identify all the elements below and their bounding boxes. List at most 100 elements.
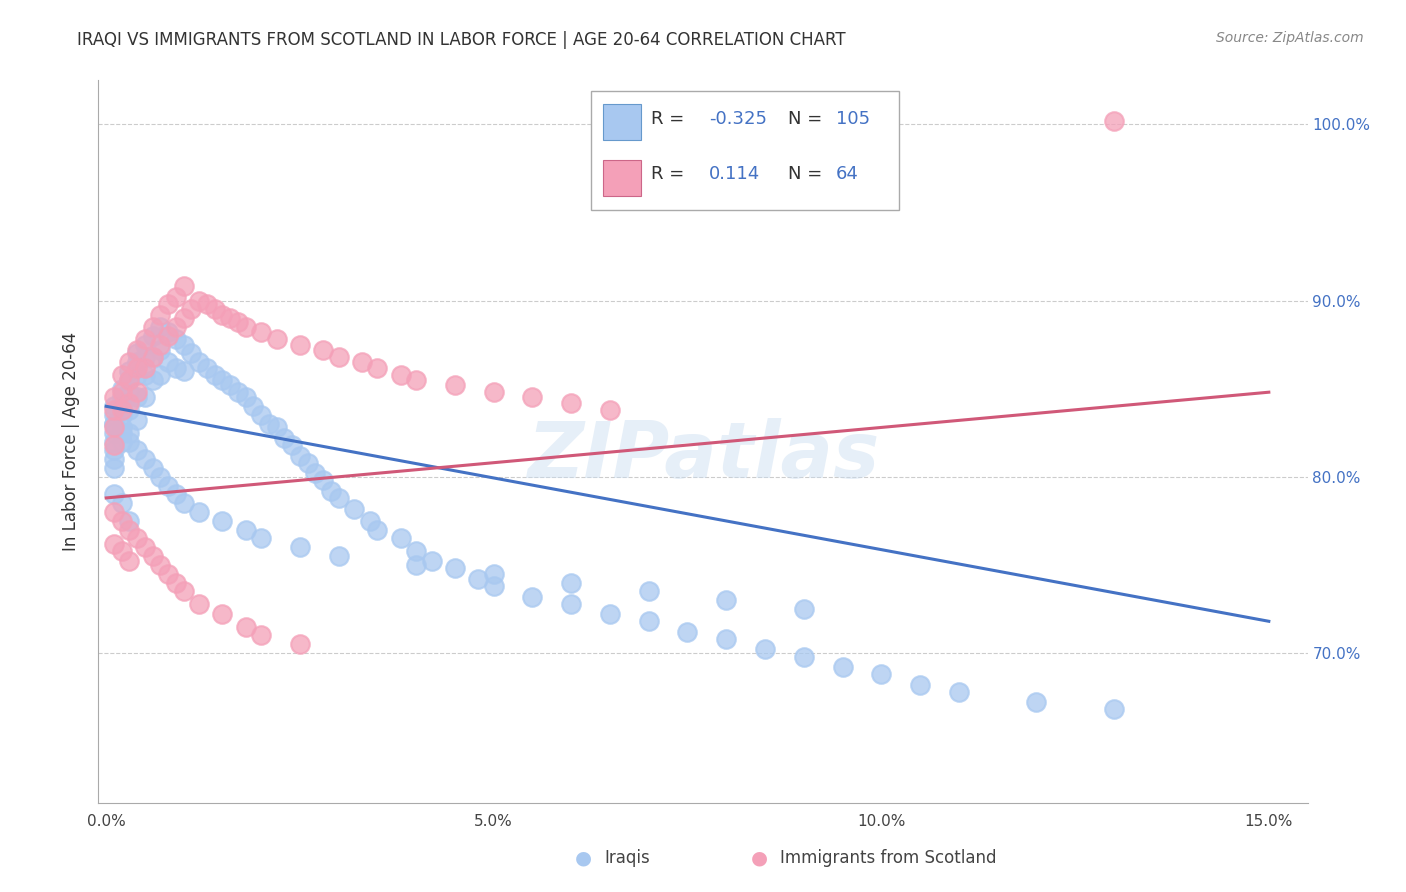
Point bbox=[831, 660, 853, 674]
Text: ZIPatlas: ZIPatlas bbox=[527, 418, 879, 494]
Point bbox=[103, 434, 125, 449]
Point bbox=[637, 584, 659, 599]
Point bbox=[134, 368, 156, 382]
Point bbox=[127, 385, 149, 400]
Point bbox=[204, 302, 226, 317]
Point bbox=[118, 554, 141, 568]
Point bbox=[103, 452, 125, 467]
Point bbox=[188, 597, 211, 611]
Point bbox=[405, 558, 427, 572]
Point bbox=[444, 561, 467, 575]
Point bbox=[111, 425, 134, 440]
Point bbox=[281, 438, 304, 452]
Text: R =: R = bbox=[651, 110, 685, 128]
Point bbox=[250, 326, 273, 340]
Point bbox=[188, 293, 211, 308]
Point bbox=[242, 399, 264, 413]
Point bbox=[111, 402, 134, 417]
Point bbox=[235, 523, 257, 537]
Point bbox=[118, 402, 141, 417]
Point bbox=[716, 593, 738, 607]
Point bbox=[118, 364, 141, 378]
Point bbox=[127, 360, 149, 375]
Point bbox=[389, 532, 412, 546]
Point bbox=[103, 417, 125, 431]
Point bbox=[350, 355, 373, 369]
Point bbox=[103, 408, 125, 422]
Point bbox=[127, 391, 149, 405]
Point bbox=[180, 346, 202, 360]
Point bbox=[134, 452, 156, 467]
Point bbox=[793, 602, 815, 616]
Point bbox=[560, 396, 582, 410]
Text: 0.114: 0.114 bbox=[709, 165, 761, 183]
Point bbox=[328, 350, 350, 364]
Point bbox=[165, 332, 187, 346]
Point bbox=[157, 326, 180, 340]
Point bbox=[219, 378, 242, 392]
Y-axis label: In Labor Force | Age 20-64: In Labor Force | Age 20-64 bbox=[62, 332, 80, 551]
Point bbox=[560, 597, 582, 611]
Point bbox=[165, 320, 187, 334]
Point bbox=[312, 343, 335, 357]
Point bbox=[328, 491, 350, 505]
Point bbox=[250, 532, 273, 546]
Point bbox=[319, 483, 342, 498]
Point bbox=[127, 413, 149, 427]
Point bbox=[142, 350, 165, 364]
Point bbox=[103, 505, 125, 519]
FancyBboxPatch shape bbox=[603, 104, 641, 140]
Point bbox=[127, 346, 149, 360]
Point bbox=[111, 368, 134, 382]
Point bbox=[103, 461, 125, 475]
Point bbox=[560, 575, 582, 590]
Point bbox=[103, 443, 125, 458]
Point bbox=[188, 505, 211, 519]
Point bbox=[716, 632, 738, 646]
Point bbox=[389, 368, 412, 382]
Point bbox=[522, 590, 544, 604]
Text: Iraqis: Iraqis bbox=[605, 849, 651, 867]
FancyBboxPatch shape bbox=[603, 160, 641, 196]
Point bbox=[676, 624, 699, 639]
Point bbox=[235, 320, 257, 334]
Point bbox=[111, 434, 134, 449]
Point bbox=[420, 554, 443, 568]
Text: ●: ● bbox=[575, 848, 592, 868]
Point bbox=[599, 402, 621, 417]
Point bbox=[149, 308, 172, 322]
Point bbox=[103, 402, 125, 417]
FancyBboxPatch shape bbox=[591, 91, 898, 211]
Point bbox=[111, 385, 134, 400]
Point bbox=[870, 667, 893, 681]
Point bbox=[257, 417, 280, 431]
Point bbox=[195, 360, 218, 375]
Point bbox=[118, 425, 141, 440]
Point bbox=[266, 420, 288, 434]
Point bbox=[1025, 695, 1047, 709]
Point bbox=[948, 685, 970, 699]
Text: IRAQI VS IMMIGRANTS FROM SCOTLAND IN LABOR FORCE | AGE 20-64 CORRELATION CHART: IRAQI VS IMMIGRANTS FROM SCOTLAND IN LAB… bbox=[77, 31, 846, 49]
Point bbox=[366, 360, 388, 375]
Point bbox=[111, 496, 134, 510]
Text: -0.325: -0.325 bbox=[709, 110, 768, 128]
Point bbox=[226, 315, 249, 329]
Point bbox=[111, 408, 134, 422]
Point bbox=[235, 391, 257, 405]
Point bbox=[173, 364, 195, 378]
Point bbox=[111, 514, 134, 528]
Text: Source: ZipAtlas.com: Source: ZipAtlas.com bbox=[1216, 31, 1364, 45]
Text: Immigrants from Scotland: Immigrants from Scotland bbox=[780, 849, 997, 867]
Point bbox=[908, 678, 931, 692]
Point bbox=[405, 373, 427, 387]
Point bbox=[142, 328, 165, 343]
Point bbox=[204, 368, 226, 382]
Point bbox=[188, 355, 211, 369]
Point bbox=[637, 615, 659, 629]
Point bbox=[111, 543, 134, 558]
Point bbox=[304, 467, 326, 481]
Point bbox=[288, 541, 311, 555]
Point bbox=[599, 607, 621, 622]
Point bbox=[142, 373, 165, 387]
Point bbox=[173, 311, 195, 326]
